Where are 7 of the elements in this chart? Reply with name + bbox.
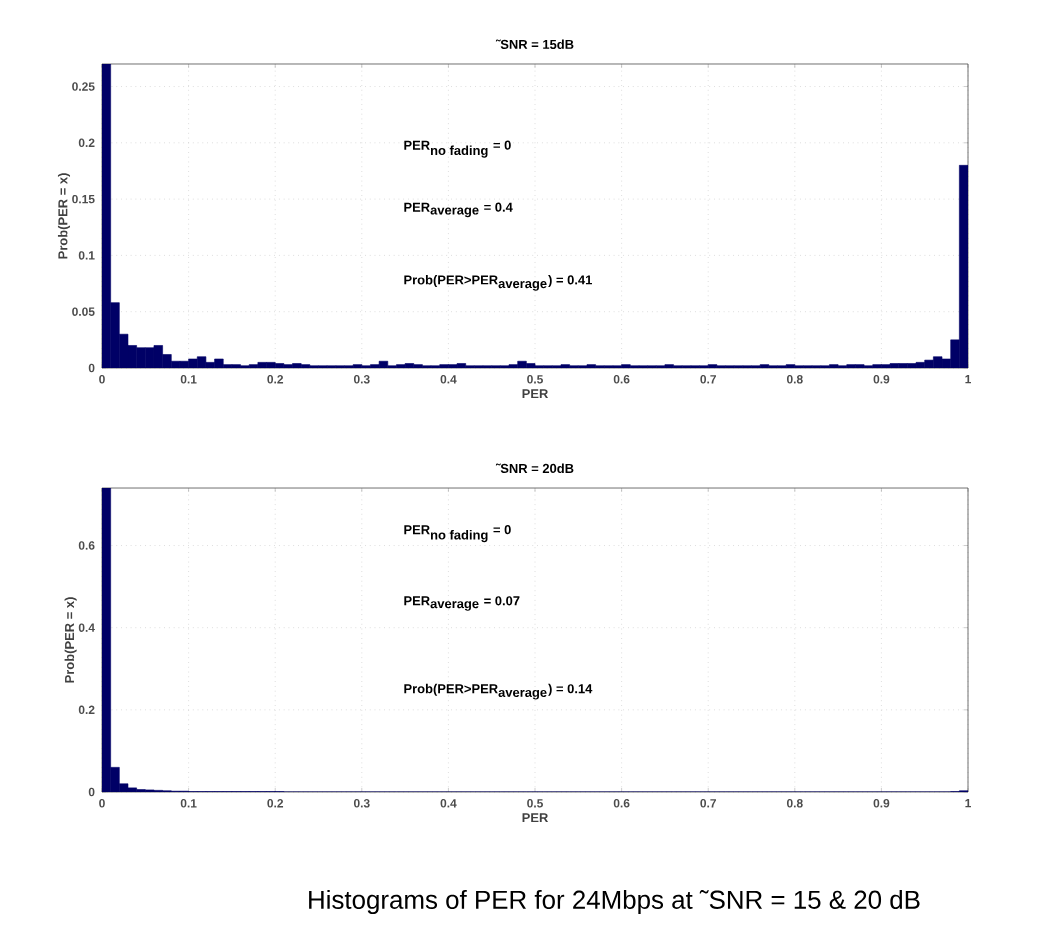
annotation: $\mbox{Prob(PER>PER}_{\mbox{average}}\mbox{) = 0.14}$ [404,683,593,700]
annotation: $\mbox{PER}_{\mbox{no fading}}\mbox{ = 0}$ [404,140,511,158]
text: Histograms of PER for 24Mbps at ˜SNR = 15 & 20 dB [309,889,920,915]
annotation: $\mbox{PER}_{\mbox{average}}\mbox{ = 0.07}$ [404,596,520,611]
annotation: $\mbox{PER}_{\mbox{average}}\mbox{ = 0.4}$ [404,202,513,218]
annotation: $\mbox{Prob(PER>PER}_{\mbox{average}}\mbox{) = 0.41}$ [404,274,592,291]
annotation: $\mbox{PER}_{\mbox{no fading}}\mbox{ = 0}$ [404,525,511,543]
